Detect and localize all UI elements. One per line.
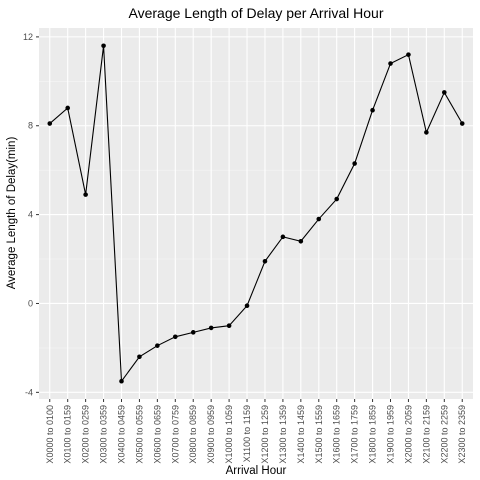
- x-tick-label: X0100 to 0159: [63, 405, 73, 464]
- data-point: [47, 121, 52, 126]
- data-point: [119, 379, 124, 384]
- data-point: [316, 217, 321, 222]
- x-tick-label: X2200 to 2259: [439, 405, 449, 464]
- x-tick-label: X1100 to 1159: [242, 405, 252, 462]
- x-tick-label: X2100 to 2159: [421, 405, 431, 464]
- y-axis-title: Average Length of Delay(min): [6, 137, 18, 290]
- x-tick-label: X1700 to 1759: [350, 405, 360, 464]
- data-point: [263, 259, 268, 264]
- x-tick-label: X1500 to 1559: [314, 405, 324, 464]
- data-point: [65, 106, 70, 111]
- data-point: [137, 354, 142, 359]
- data-point: [460, 121, 465, 126]
- y-axis: -4 0 4 8 12: [23, 32, 39, 397]
- data-point: [281, 235, 286, 240]
- data-point: [334, 197, 339, 202]
- data-point: [83, 192, 88, 197]
- x-tick-label: X1600 to 1659: [332, 405, 342, 464]
- x-tick-label: X0600 to 0659: [152, 405, 162, 464]
- x-axis: X0000 to 0100 X0100 to 0159 X0200 to 0259 X…: [45, 399, 467, 464]
- x-tick-label: X1900 to 1959: [386, 405, 396, 464]
- x-tick-label: X0900 to 0959: [206, 405, 216, 464]
- x-axis-title: Arrival Hour: [226, 465, 287, 477]
- x-tick-label: X0400 to 0459: [116, 405, 126, 464]
- x-tick-label: X1000 to 1059: [224, 405, 234, 464]
- data-point: [299, 239, 304, 244]
- x-tick-label: X1300 to 1359: [278, 405, 288, 464]
- data-point: [424, 130, 429, 135]
- data-point: [227, 323, 232, 328]
- y-tick-label: -4: [25, 387, 33, 397]
- data-point: [173, 334, 178, 339]
- x-tick-label: X0700 to 0759: [170, 405, 180, 464]
- data-point: [101, 43, 106, 48]
- y-tick-label: 0: [28, 298, 33, 308]
- x-tick-label: X2300 to 2359: [457, 405, 467, 464]
- x-tick-label: X0500 to 0559: [134, 405, 144, 464]
- data-point: [370, 108, 375, 113]
- y-tick-label: 8: [28, 121, 33, 131]
- x-tick-label: X0800 to 0859: [188, 405, 198, 464]
- x-tick-label: X2000 to 2059: [403, 405, 413, 464]
- data-point: [442, 90, 447, 95]
- data-point: [209, 326, 214, 331]
- y-tick-label: 4: [28, 210, 33, 220]
- x-tick-label: X0000 to 0100: [45, 405, 55, 464]
- x-tick-label: X0200 to 0259: [81, 405, 91, 464]
- data-point: [352, 161, 357, 166]
- data-point: [245, 303, 250, 308]
- x-tick-label: X1200 to 1259: [260, 405, 270, 464]
- data-point: [191, 330, 196, 335]
- y-tick-label: 12: [23, 32, 33, 42]
- x-tick-label: X0300 to 0359: [99, 405, 109, 464]
- x-tick-label: X1400 to 1459: [296, 405, 306, 464]
- data-point: [406, 52, 411, 57]
- chart-title: Average Length of Delay per Arrival Hour: [129, 5, 384, 21]
- data-point: [155, 343, 160, 348]
- x-tick-label: X1800 to 1859: [368, 405, 378, 464]
- data-point: [388, 61, 393, 66]
